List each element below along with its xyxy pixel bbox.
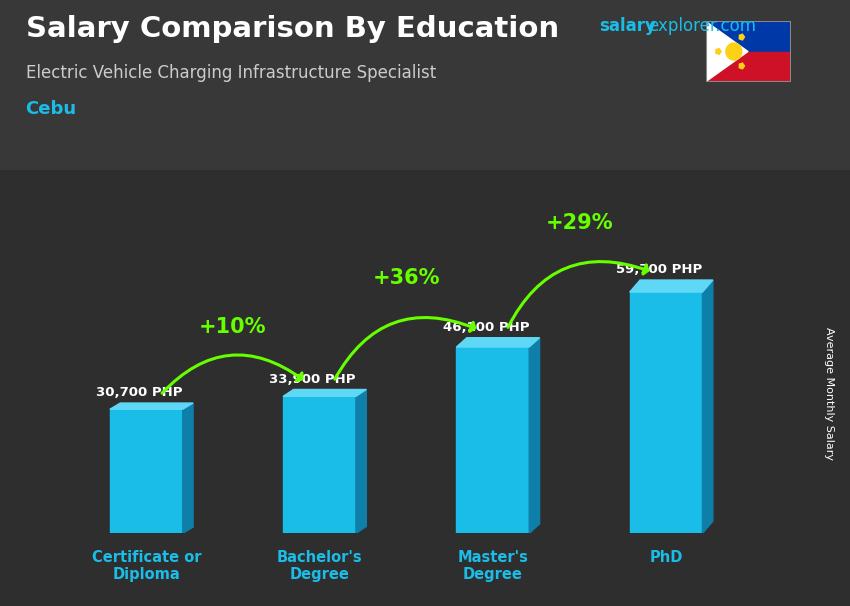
Polygon shape <box>706 52 791 82</box>
Polygon shape <box>706 21 791 52</box>
Polygon shape <box>702 280 713 533</box>
Text: +29%: +29% <box>546 213 613 233</box>
Polygon shape <box>530 338 540 533</box>
Text: 33,900 PHP: 33,900 PHP <box>269 373 356 385</box>
Polygon shape <box>456 347 530 533</box>
Text: +10%: +10% <box>199 317 267 337</box>
Polygon shape <box>630 280 713 292</box>
Polygon shape <box>740 34 745 40</box>
Text: +36%: +36% <box>372 268 440 288</box>
Text: 46,100 PHP: 46,100 PHP <box>443 321 530 334</box>
Text: Average Monthly Salary: Average Monthly Salary <box>824 327 834 461</box>
Polygon shape <box>283 390 366 396</box>
Text: 30,700 PHP: 30,700 PHP <box>96 386 183 399</box>
Polygon shape <box>456 338 540 347</box>
Polygon shape <box>716 48 721 55</box>
Polygon shape <box>356 390 366 533</box>
Text: Salary Comparison By Education: Salary Comparison By Education <box>26 15 558 43</box>
Text: Cebu: Cebu <box>26 100 76 118</box>
Text: 59,700 PHP: 59,700 PHP <box>616 263 702 276</box>
Text: salary: salary <box>599 17 656 35</box>
Text: Electric Vehicle Charging Infrastructure Specialist: Electric Vehicle Charging Infrastructure… <box>26 64 436 82</box>
Polygon shape <box>630 292 702 533</box>
Circle shape <box>726 43 742 60</box>
Text: explorer.com: explorer.com <box>648 17 756 35</box>
Polygon shape <box>183 403 193 533</box>
Polygon shape <box>110 409 183 533</box>
Polygon shape <box>706 21 748 82</box>
Polygon shape <box>110 403 193 409</box>
Polygon shape <box>740 63 745 69</box>
Polygon shape <box>283 396 356 533</box>
